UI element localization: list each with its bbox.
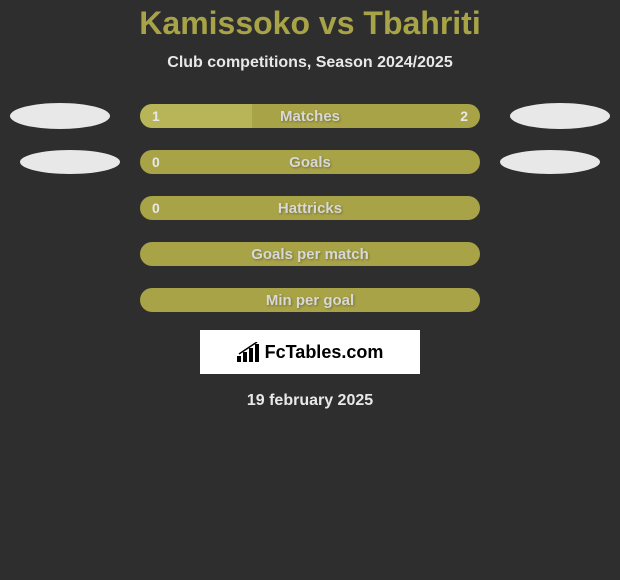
chart-icon	[237, 342, 263, 362]
stat-row-goals: 0 Goals	[0, 150, 620, 174]
stat-bar-matches: 1 Matches 2	[140, 104, 480, 128]
logo-text: FcTables.com	[237, 342, 384, 363]
stat-value-left: 1	[152, 108, 160, 124]
player-left-badge	[20, 150, 120, 174]
stat-label: Goals per match	[251, 246, 369, 263]
subtitle: Club competitions, Season 2024/2025	[167, 54, 452, 72]
stat-bar-goals: 0 Goals	[140, 150, 480, 174]
player-left-badge	[10, 103, 110, 129]
stat-label: Goals	[289, 154, 331, 171]
player-right-badge	[500, 150, 600, 174]
stats-area: 1 Matches 2 0 Goals 0 Hattricks	[0, 104, 620, 312]
logo-box[interactable]: FcTables.com	[200, 330, 420, 374]
stat-bar-goals-per-match: Goals per match	[140, 242, 480, 266]
stat-label: Min per goal	[266, 292, 354, 309]
stat-row-hattricks: 0 Hattricks	[0, 196, 620, 220]
page-title: Kamissoko vs Tbahriti	[139, 5, 480, 42]
stat-row-goals-per-match: Goals per match	[0, 242, 620, 266]
stat-value-left: 0	[152, 200, 160, 216]
stat-bar-hattricks: 0 Hattricks	[140, 196, 480, 220]
stat-row-matches: 1 Matches 2	[0, 104, 620, 128]
stat-label: Hattricks	[278, 200, 342, 217]
stat-value-left: 0	[152, 154, 160, 170]
stat-row-min-per-goal: Min per goal	[0, 288, 620, 312]
logo-label: FcTables.com	[265, 342, 384, 363]
stat-label: Matches	[280, 108, 340, 125]
stat-value-right: 2	[460, 108, 468, 124]
stat-bar-min-per-goal: Min per goal	[140, 288, 480, 312]
player-right-badge	[510, 103, 610, 129]
main-container: Kamissoko vs Tbahriti Club competitions,…	[0, 0, 620, 410]
date-label: 19 february 2025	[247, 392, 373, 410]
